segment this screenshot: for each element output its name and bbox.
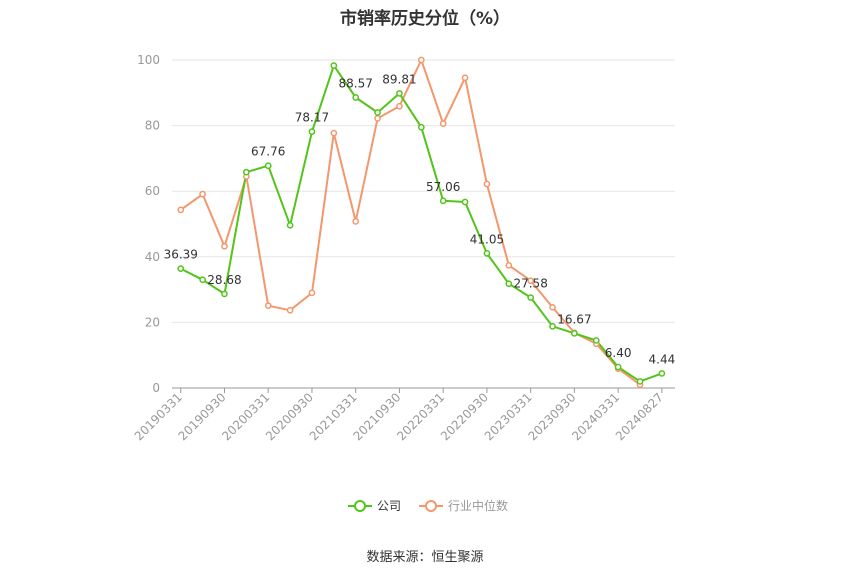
grid-lines <box>172 59 675 323</box>
data-label: 4.44 <box>649 352 676 366</box>
data-label: 36.39 <box>164 248 198 262</box>
data-label: 57.06 <box>426 180 460 194</box>
data-point <box>636 378 644 385</box>
data-label: 41.05 <box>470 232 504 246</box>
data-point <box>221 242 228 250</box>
data-point <box>417 123 425 131</box>
data-point <box>417 56 425 64</box>
data-point <box>308 128 316 135</box>
data-label: 88.57 <box>339 76 373 90</box>
data-point <box>396 90 403 97</box>
data-point <box>243 168 250 176</box>
data-point <box>264 162 272 170</box>
legend-label: 公司 <box>377 499 401 513</box>
data-label: 16.67 <box>557 312 591 326</box>
data-point <box>330 62 338 69</box>
data-point <box>330 129 338 137</box>
series-line-1 <box>180 59 641 386</box>
data-source: 数据来源：恒生聚源 <box>366 550 484 565</box>
data-label: 89.81 <box>382 72 416 86</box>
data-labels: 36.39 28.68 67.76 78.17 88.57 89.81 57.06 41.05… <box>164 72 676 366</box>
data-label: 27.58 <box>513 277 547 291</box>
y-tick-label: 20 <box>145 315 160 329</box>
data-point <box>439 120 447 127</box>
data-point <box>505 280 513 288</box>
data-point <box>177 206 185 214</box>
data-label: 28.68 <box>207 273 241 287</box>
data-point <box>286 221 294 229</box>
data-point <box>308 289 316 297</box>
data-point <box>461 198 469 206</box>
series-points <box>177 56 666 389</box>
data-point <box>571 329 578 337</box>
series-lines <box>180 59 663 386</box>
legend[interactable]: 公司 行业中位数 <box>348 498 508 513</box>
y-tick-label: 40 <box>145 250 160 264</box>
data-point <box>461 74 469 82</box>
y-tick-label: 100 <box>137 53 160 67</box>
data-point <box>177 265 185 272</box>
legend-item-0[interactable]: 公司 <box>348 499 401 513</box>
legend-swatch-marker <box>425 500 437 512</box>
data-point <box>483 180 491 188</box>
data-point <box>352 94 360 101</box>
data-point <box>264 302 272 310</box>
axes: 0204060801002019033120190930202003312020… <box>132 53 675 443</box>
data-point <box>549 322 556 330</box>
legend-item-1[interactable]: 行业中位数 <box>419 498 508 513</box>
data-point <box>549 303 556 311</box>
chart-title: 市销率历史分位（%） <box>339 9 511 29</box>
data-point <box>352 218 360 225</box>
x-tick-label: 20240827 <box>613 390 666 443</box>
data-point <box>439 197 447 205</box>
data-point <box>483 250 491 257</box>
data-label: 67.76 <box>251 145 285 159</box>
data-point <box>221 290 228 298</box>
data-point <box>396 102 403 110</box>
data-point <box>592 337 600 344</box>
data-label: 78.17 <box>295 111 329 125</box>
y-tick-label: 80 <box>145 119 160 133</box>
y-tick-label: 0 <box>152 381 160 395</box>
data-point <box>374 109 381 116</box>
data-point <box>658 370 666 377</box>
data-point <box>199 276 206 284</box>
legend-label: 行业中位数 <box>448 498 508 513</box>
legend-swatch-marker <box>354 500 366 512</box>
data-point <box>527 294 535 301</box>
data-point <box>374 115 381 122</box>
data-point <box>505 261 513 269</box>
y-tick-label: 60 <box>145 184 160 198</box>
series-line-0 <box>180 64 663 383</box>
data-point <box>199 190 206 198</box>
data-point <box>614 363 622 371</box>
data-label: 6.40 <box>605 346 632 360</box>
data-point <box>527 277 535 285</box>
data-point <box>286 306 294 314</box>
